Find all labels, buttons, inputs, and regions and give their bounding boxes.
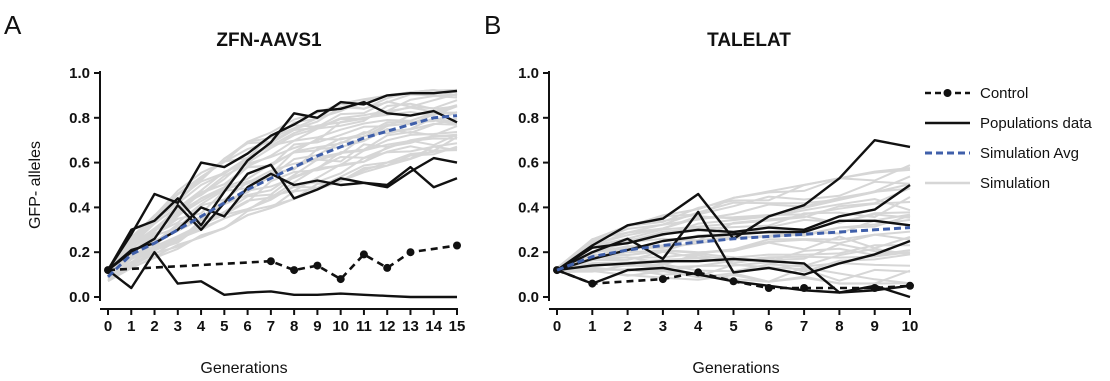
simulation-line-a-5 bbox=[107, 142, 458, 279]
x-tick-label-a-12: 12 bbox=[379, 318, 396, 335]
x-tick-label-a-10: 10 bbox=[332, 318, 349, 335]
control-point-a-3 bbox=[313, 261, 322, 270]
x-tick-label-a-14: 14 bbox=[425, 318, 442, 335]
x-axis-label-b: Generations bbox=[692, 360, 779, 377]
x-tick-label-a-2: 2 bbox=[150, 318, 158, 335]
population-line-b-5 bbox=[556, 257, 911, 294]
x-tick-label-a-6: 6 bbox=[243, 318, 251, 335]
y-tick-label-b-1: 0.2 bbox=[518, 244, 539, 261]
population-line-b-1 bbox=[556, 184, 911, 272]
panel-letter-a: A bbox=[4, 10, 22, 40]
population-line-a-1 bbox=[106, 100, 458, 271]
x-tick-label-a-13: 13 bbox=[402, 318, 419, 335]
control-point-b-6 bbox=[800, 284, 809, 292]
control-point-a-0 bbox=[104, 266, 112, 275]
chart-title-a: ZFN-AAVS1 bbox=[216, 30, 322, 51]
legend-marker-0 bbox=[943, 89, 952, 97]
legend-label-1: Populations data bbox=[980, 115, 1092, 132]
x-tick-label-a-8: 8 bbox=[290, 318, 298, 335]
x-tick-label-a-5: 5 bbox=[220, 318, 228, 335]
simulation-line-b-22 bbox=[556, 201, 911, 271]
simulation-avg-line-a bbox=[106, 114, 458, 278]
control-point-b-4 bbox=[729, 277, 738, 286]
panel-letter-b: B bbox=[484, 10, 501, 40]
y-tick-label-b-0: 0.0 bbox=[518, 289, 539, 306]
control-point-b-8 bbox=[906, 281, 914, 290]
chart-panel-a: 0.00.20.40.60.81.00 1 2 3 4 5 6 7 8 9 10 11 12 13 14 15 bbox=[69, 65, 465, 335]
x-tick-label-b-7: 7 bbox=[800, 318, 808, 335]
simulation-line-b-25 bbox=[556, 175, 911, 270]
y-tick-label-b-3: 0.6 bbox=[518, 155, 539, 172]
legend-label-0: Control bbox=[980, 85, 1028, 102]
x-tick-label-a-9: 9 bbox=[313, 318, 321, 335]
population-line-a-3 bbox=[107, 163, 458, 272]
y-tick-label-a-4: 0.8 bbox=[69, 110, 90, 127]
control-point-a-7 bbox=[406, 248, 415, 257]
chart-title-b: TALELAT bbox=[707, 30, 791, 51]
y-axis-label-a: GFP- alleles bbox=[27, 141, 44, 229]
y-tick-label-a-5: 1.0 bbox=[69, 65, 90, 82]
population-line-a-4 bbox=[107, 250, 457, 299]
x-tick-label-a-7: 7 bbox=[267, 318, 275, 335]
simulation-line-a-8 bbox=[107, 137, 458, 279]
y-tick-label-b-2: 0.4 bbox=[518, 199, 540, 216]
x-tick-label-a-15: 15 bbox=[449, 318, 466, 335]
control-point-b-7 bbox=[870, 284, 879, 292]
y-tick-label-a-3: 0.6 bbox=[69, 155, 90, 172]
y-tick-label-a-1: 0.2 bbox=[69, 244, 90, 261]
legend-label-2: Simulation Avg bbox=[980, 145, 1079, 162]
legend: Control Populations data Simulation Avg Sim… bbox=[925, 85, 1092, 192]
legend-label-3: Simulation bbox=[980, 175, 1050, 192]
x-tick-label-a-3: 3 bbox=[174, 318, 182, 335]
x-tick-label-b-2: 2 bbox=[623, 318, 631, 335]
x-axis-label-a: Generations bbox=[200, 360, 287, 377]
simulation-line-b-21 bbox=[556, 187, 911, 270]
simulation-line-b-10 bbox=[556, 244, 910, 272]
y-tick-label-b-5: 1.0 bbox=[518, 65, 539, 82]
control-point-b-2 bbox=[658, 275, 667, 284]
x-tick-label-b-10: 10 bbox=[902, 318, 919, 335]
x-tick-label-a-11: 11 bbox=[356, 318, 372, 335]
control-point-a-4 bbox=[336, 275, 345, 284]
population-line-a-0 bbox=[106, 89, 458, 271]
control-point-a-1 bbox=[266, 257, 275, 266]
y-tick-label-b-4: 0.8 bbox=[518, 110, 539, 127]
control-point-a-6 bbox=[383, 263, 392, 272]
x-tick-label-b-5: 5 bbox=[729, 318, 737, 335]
control-line-a bbox=[107, 244, 458, 281]
simulation-line-a-2 bbox=[107, 145, 458, 281]
x-tick-label-b-1: 1 bbox=[588, 318, 596, 335]
control-point-a-2 bbox=[290, 266, 299, 275]
control-point-b-3 bbox=[694, 268, 703, 277]
simulation-avg-line-b bbox=[556, 226, 911, 272]
x-tick-label-a-1: 1 bbox=[127, 318, 135, 335]
y-tick-label-a-2: 0.4 bbox=[69, 199, 91, 216]
x-tick-label-b-3: 3 bbox=[659, 318, 667, 335]
x-tick-label-b-4: 4 bbox=[694, 318, 703, 335]
x-tick-label-b-8: 8 bbox=[835, 318, 843, 335]
control-point-a-8 bbox=[453, 241, 461, 250]
y-tick-label-a-0: 0.0 bbox=[69, 289, 90, 306]
x-tick-label-b-6: 6 bbox=[765, 318, 773, 335]
x-tick-label-a-0: 0 bbox=[104, 318, 112, 335]
x-tick-label-b-0: 0 bbox=[553, 318, 561, 335]
population-line-b-2 bbox=[556, 210, 911, 276]
control-point-b-1 bbox=[588, 279, 597, 288]
x-tick-label-a-4: 4 bbox=[197, 318, 206, 335]
control-point-a-5 bbox=[359, 250, 368, 259]
control-point-b-5 bbox=[764, 284, 773, 292]
chart-panel-b: 0.0 0.2 0.4 0.6 0.8 1.0 0 1 2 3 4 5 6 7 8 9 10 bbox=[518, 65, 918, 335]
x-tick-label-b-9: 9 bbox=[871, 318, 879, 335]
simulation-line-b-7 bbox=[556, 247, 911, 273]
